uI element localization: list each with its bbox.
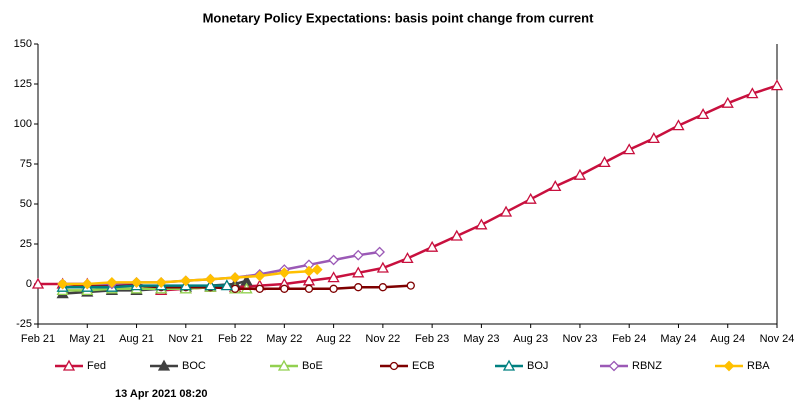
x-tick-label: Feb 22 — [218, 333, 252, 345]
data-point — [378, 283, 388, 292]
data-point — [230, 284, 240, 293]
legend-label: RBNZ — [632, 360, 662, 372]
x-tick-label: Aug 24 — [710, 333, 745, 345]
legend-marker — [502, 359, 516, 371]
y-tick-label: 125 — [14, 78, 32, 90]
data-point — [406, 281, 415, 290]
data-point — [672, 119, 685, 131]
y-tick-label: 50 — [20, 198, 32, 210]
y-tick-label: 150 — [14, 38, 32, 50]
x-tick-label: May 21 — [69, 333, 105, 345]
data-point — [352, 249, 364, 261]
x-tick-label: Feb 21 — [21, 333, 55, 345]
data-point — [450, 229, 463, 241]
x-tick-label: Aug 23 — [513, 333, 548, 345]
legend-marker — [723, 360, 735, 372]
data-point — [524, 192, 537, 204]
data-point — [598, 156, 611, 168]
data-point — [696, 108, 710, 120]
data-point — [329, 284, 338, 293]
data-point — [155, 276, 167, 288]
y-tick-label: -25 — [16, 318, 32, 330]
series-line — [62, 284, 227, 289]
data-point — [180, 275, 192, 287]
x-tick-label: Feb 24 — [612, 333, 646, 345]
legend-marker — [62, 359, 76, 371]
data-point — [327, 271, 340, 283]
data-point — [426, 240, 439, 252]
y-tick-label: 0 — [26, 278, 32, 290]
x-tick-label: May 24 — [660, 333, 696, 345]
data-point — [475, 218, 488, 230]
legend-label: RBA — [747, 360, 770, 372]
data-point — [623, 143, 636, 155]
data-point — [303, 265, 315, 277]
data-point — [499, 205, 513, 217]
y-tick-label: 25 — [20, 238, 32, 250]
x-tick-label: Nov 24 — [760, 333, 795, 345]
x-tick-label: May 22 — [266, 333, 302, 345]
data-point — [280, 284, 289, 293]
x-tick-label: Nov 22 — [365, 333, 400, 345]
data-point — [81, 278, 93, 290]
x-tick-label: Nov 23 — [563, 333, 598, 345]
y-tick-label: 100 — [14, 118, 32, 130]
data-point — [401, 252, 414, 264]
data-point — [352, 266, 365, 278]
legend-label: Fed — [87, 360, 106, 372]
data-point — [220, 279, 233, 291]
data-point — [254, 270, 266, 282]
x-tick-label: Aug 22 — [316, 333, 351, 345]
legend-label: BoE — [302, 360, 323, 372]
legend-marker — [608, 360, 620, 372]
chart-title: Monetary Policy Expectations: basis poin… — [203, 10, 594, 25]
data-point — [746, 87, 759, 99]
data-point — [57, 278, 69, 290]
data-point — [721, 96, 734, 108]
data-point — [229, 272, 241, 284]
legend-marker — [389, 361, 399, 371]
legend-label: ECB — [412, 360, 435, 372]
data-point — [376, 261, 389, 273]
data-point — [205, 273, 216, 285]
x-tick-label: Aug 21 — [119, 333, 154, 345]
data-point — [311, 264, 323, 276]
legend-marker — [277, 359, 291, 371]
data-point — [278, 267, 290, 279]
legend-label: BOJ — [527, 360, 548, 372]
data-point — [31, 277, 45, 289]
data-point — [374, 246, 386, 258]
data-point — [647, 132, 660, 144]
data-point — [131, 276, 142, 288]
data-point — [549, 180, 562, 192]
data-point — [304, 284, 314, 293]
data-point — [255, 284, 264, 293]
legend-label: BOC — [182, 360, 206, 372]
data-point — [770, 79, 784, 91]
x-tick-label: May 23 — [463, 333, 499, 345]
data-point — [106, 276, 118, 288]
legend-marker — [157, 359, 171, 371]
data-point — [204, 279, 217, 291]
x-tick-label: Nov 21 — [168, 333, 203, 345]
y-tick-label: 75 — [20, 158, 32, 170]
data-point — [573, 168, 587, 180]
data-point — [328, 254, 340, 266]
x-tick-label: Feb 23 — [415, 333, 449, 345]
timestamp: 13 Apr 2021 08:20 — [115, 388, 208, 400]
data-point — [354, 283, 363, 292]
